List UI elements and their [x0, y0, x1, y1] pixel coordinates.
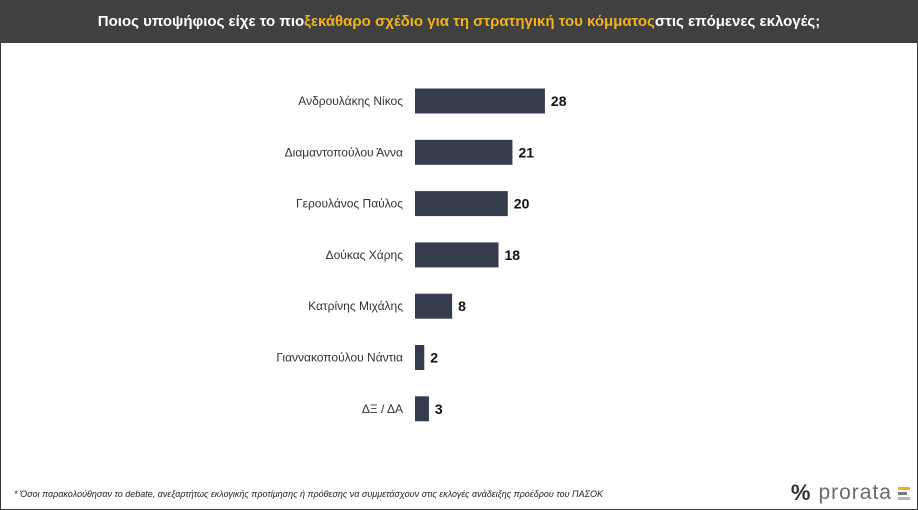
title-part-1: Ποιος υποψήφιος είχε το πιο	[97, 13, 305, 30]
brand-name: prorata	[818, 481, 892, 504]
title-highlight: ξεκάθαρο σχέδιο για τη στρατηγική του κό…	[304, 13, 655, 30]
bar	[415, 396, 429, 422]
data-label: 2	[430, 350, 438, 366]
data-label: 18	[505, 247, 521, 263]
data-label: 20	[514, 196, 530, 212]
category-label: Κατρίνης Μιχάλης	[308, 299, 403, 313]
bar	[415, 88, 545, 114]
chart-title: Ποιος υποψήφιος είχε το πιο ξεκάθαρο σχέ…	[0, 0, 918, 43]
data-label: 3	[435, 401, 443, 417]
bar	[415, 242, 499, 268]
category-label: Ανδρουλάκης Νίκος	[298, 94, 403, 108]
category-label: Γερουλάνος Παύλος	[296, 197, 403, 211]
category-label: Δούκας Χάρης	[326, 248, 404, 262]
bar	[415, 293, 453, 319]
percent-logo-icon: %	[790, 480, 811, 505]
bar	[415, 139, 513, 165]
prorata-logo: % prorata	[791, 482, 910, 504]
bar	[415, 345, 425, 370]
data-label: 28	[551, 93, 567, 109]
footnote: * Όσοι παρακολούθησαν το debate, ανεξαρτ…	[14, 489, 603, 499]
category-label: Διαμαντοπούλου Άννα	[285, 145, 403, 159]
category-label: Γιαννακοπούλου Νάντια	[276, 351, 403, 365]
data-label: 8	[458, 298, 466, 314]
bar	[415, 191, 508, 217]
title-part-2: στις επόμενες εκλογές;	[654, 13, 821, 30]
category-label: ΔΞ / ΔΑ	[362, 402, 403, 416]
data-label: 21	[518, 144, 534, 160]
logo-bars-icon	[898, 486, 910, 500]
